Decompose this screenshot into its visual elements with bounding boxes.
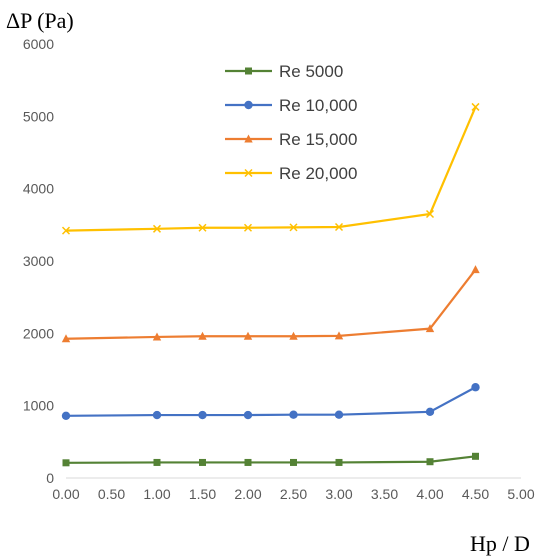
data-point	[289, 410, 298, 419]
data-point	[334, 410, 344, 419]
data-point	[61, 226, 71, 235]
x-tick-label: 0.50	[98, 486, 125, 502]
data-point	[425, 324, 435, 333]
data-point	[425, 407, 435, 417]
data-point	[62, 459, 70, 467]
y-tick-label: 5000	[23, 108, 54, 124]
x-axis-label-text: Hp / D	[470, 531, 530, 556]
data-point	[289, 223, 298, 232]
data-point	[198, 331, 207, 340]
x-tick-label: 5.00	[507, 486, 534, 502]
series-line	[65, 386, 477, 417]
data-point	[199, 458, 206, 466]
data-point	[471, 265, 480, 274]
data-point	[335, 458, 343, 466]
series-line	[65, 106, 477, 232]
legend-label: Re 5000	[279, 62, 343, 81]
data-point	[152, 332, 162, 341]
data-point	[198, 223, 207, 232]
data-point	[152, 410, 162, 420]
legend-item: Re 20,000	[225, 164, 357, 183]
series-3	[61, 102, 480, 235]
data-point	[61, 411, 71, 420]
x-tick-label: 1.00	[143, 486, 170, 502]
data-point	[153, 458, 161, 466]
legend-label: Re 20,000	[279, 164, 357, 183]
legend-marker	[244, 100, 253, 110]
legend-marker	[244, 134, 253, 143]
data-point	[471, 383, 480, 392]
data-point	[243, 223, 253, 232]
series-0	[62, 452, 479, 467]
series-2	[61, 265, 480, 343]
data-point	[198, 410, 207, 420]
data-point	[243, 410, 253, 420]
data-point	[334, 331, 344, 340]
x-tick-label: 1.50	[189, 486, 216, 502]
legend-label: Re 15,000	[279, 130, 357, 149]
series-line	[65, 455, 476, 464]
x-tick-label: 4.00	[416, 486, 443, 502]
legend-label: Re 10,000	[279, 96, 357, 115]
x-axis-ticks: 0.00 0.50 1.00 1.50 2.00 2.50 3.00 3.50 4.00 4.50…	[52, 486, 534, 502]
legend-marker	[245, 67, 252, 75]
data-point	[243, 331, 253, 340]
y-tick-label: 6000	[23, 36, 54, 52]
x-tick-label: 2.00	[234, 486, 261, 502]
data-point	[425, 209, 435, 219]
data-point	[472, 452, 479, 460]
data-point	[152, 224, 162, 233]
x-tick-label: 0.00	[52, 486, 79, 502]
y-axis-label-text: ΔP (Pa)	[6, 8, 74, 33]
legend-marker	[244, 168, 253, 178]
y-tick-label: 4000	[23, 181, 54, 197]
series-group	[61, 102, 480, 467]
legend-item: Re 10,000	[225, 96, 357, 115]
legend: Re 5000 Re 10,000 Re 15,000 Re 20,000	[225, 62, 357, 183]
x-tick-label: 4.50	[462, 486, 489, 502]
data-point	[289, 331, 298, 340]
y-axis-label: ΔP (Pa)	[6, 8, 74, 33]
y-tick-label: 1000	[23, 398, 54, 414]
data-point	[426, 458, 434, 466]
series-1	[61, 383, 480, 420]
series-line	[65, 269, 477, 340]
y-tick-label: 2000	[23, 325, 54, 341]
x-axis-label: Hp / D	[470, 531, 530, 556]
data-point	[471, 102, 480, 111]
legend-item: Re 15,000	[225, 130, 357, 149]
y-tick-label: 3000	[23, 253, 54, 269]
y-tick-label: 0	[46, 470, 54, 486]
legend-item: Re 5000	[225, 62, 343, 81]
y-axis-ticks: 0 1000 2000 3000 4000 5000 6000	[23, 36, 54, 486]
data-point	[290, 458, 297, 466]
x-tick-label: 3.50	[371, 486, 398, 502]
x-tick-label: 3.00	[325, 486, 352, 502]
x-tick-label: 2.50	[280, 486, 307, 502]
data-point	[334, 222, 344, 232]
data-point	[244, 458, 252, 466]
data-point	[61, 334, 71, 343]
